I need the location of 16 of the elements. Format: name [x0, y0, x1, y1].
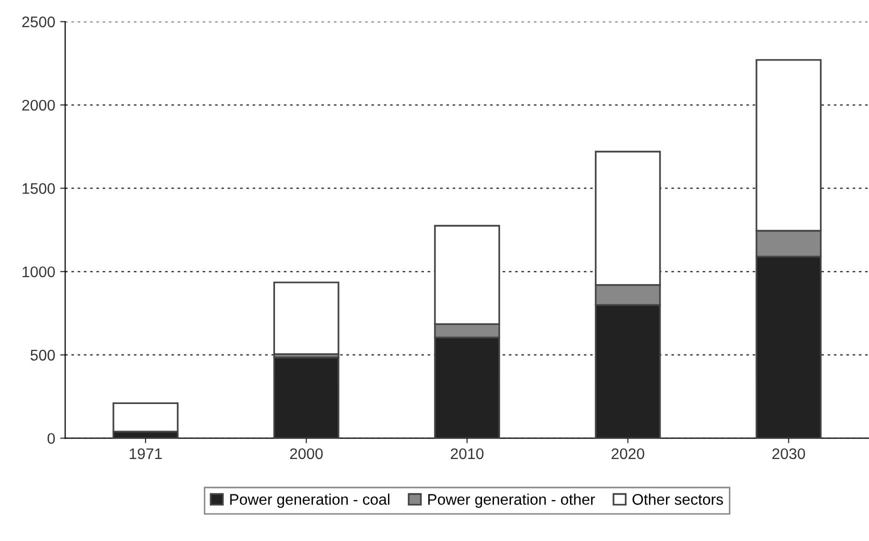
legend-label: Power generation - coal	[230, 494, 390, 508]
bar	[273, 282, 340, 355]
y-tick-label: 2500	[22, 16, 55, 28]
x-tick-label: 2010	[450, 448, 484, 460]
y-tick-label: 1500	[22, 183, 55, 194]
y-tick-label: 2000	[22, 100, 55, 111]
x-tick-label: 2030	[772, 448, 806, 460]
y-tick-label: 0	[48, 433, 55, 444]
y-tick-label: 500	[30, 350, 55, 361]
y-tick-label: 1000	[22, 266, 55, 278]
x-tick-label: 1971	[130, 448, 162, 460]
bar	[273, 356, 340, 438]
x-tick-label: 2020	[612, 448, 644, 460]
legend-label: Other sectors	[632, 494, 723, 505]
x-tick-label: 2000	[290, 448, 323, 460]
legend-label: Power generation - other	[428, 494, 595, 508]
